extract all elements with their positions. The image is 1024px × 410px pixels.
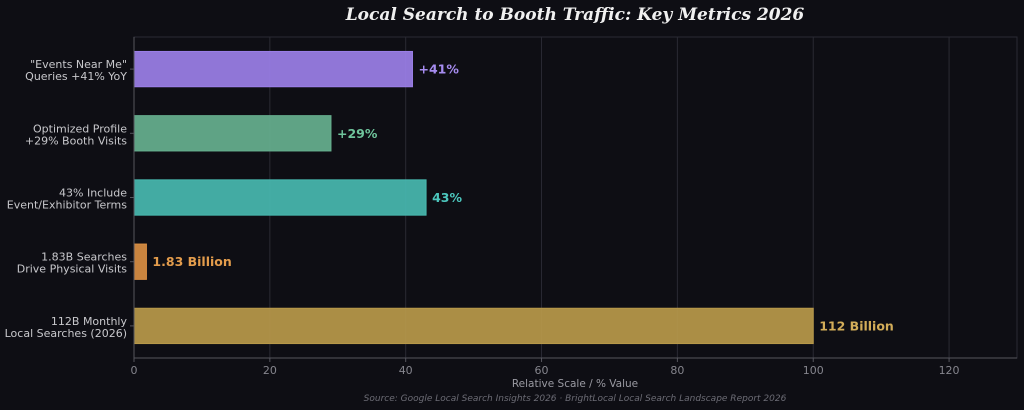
category-label-line: Optimized Profile — [33, 122, 127, 135]
category-label-line: Local Searches (2026) — [5, 327, 127, 340]
category-label-line: 1.83B Searches — [41, 251, 127, 264]
bar — [133, 307, 814, 345]
data-label: 43% — [432, 190, 462, 205]
bar — [133, 179, 427, 216]
x-tick-label: 20 — [263, 364, 277, 377]
category-label: 112B Monthly Local Searches (2026) — [5, 315, 128, 340]
data-label: 112 Billion — [819, 318, 894, 333]
category-label-line: Queries +41% YoY — [25, 70, 127, 83]
x-ticks: 0 20 40 60 80 100 120 — [130, 37, 1017, 377]
category-label: "Events Near Me" Queries +41% YoY — [25, 58, 127, 83]
bars: +41% +29% 43% 1.83 Billion 112 Billion — [133, 50, 894, 345]
x-axis-label: Relative Scale / % Value — [512, 378, 638, 390]
x-tick-label: 80 — [670, 364, 684, 377]
category-labels: "Events Near Me" Queries +41% YoY Optimize… — [5, 58, 128, 340]
data-label: +29% — [337, 126, 378, 141]
bar — [133, 243, 147, 280]
x-tick-label: 60 — [535, 364, 549, 377]
data-label: 1.83 Billion — [152, 254, 231, 269]
chart-title: Local Search to Booth Traffic: Key Metri… — [345, 5, 805, 25]
category-label-line: +29% Booth Visits — [25, 134, 127, 147]
category-label: 1.83B Searches Drive Physical Visits — [17, 251, 128, 276]
category-label-line: Drive Physical Visits — [17, 263, 128, 276]
category-label: Optimized Profile +29% Booth Visits — [25, 122, 127, 147]
bar — [133, 115, 332, 152]
category-label-line: Event/Exhibitor Terms — [7, 199, 127, 212]
data-label: +41% — [418, 62, 459, 77]
x-tick-label: 100 — [803, 364, 824, 377]
category-label: 43% Include Event/Exhibitor Terms — [7, 187, 127, 212]
category-label-line: "Events Near Me" — [30, 58, 127, 71]
x-tick-label: 120 — [939, 364, 960, 377]
category-label-line: 112B Monthly — [51, 315, 128, 328]
category-label-line: 43% Include — [59, 187, 127, 200]
x-tick-label: 0 — [131, 364, 138, 377]
bar — [133, 50, 413, 88]
x-tick-label: 40 — [399, 364, 413, 377]
source-note: Source: Google Local Search Insights 202… — [364, 394, 787, 404]
